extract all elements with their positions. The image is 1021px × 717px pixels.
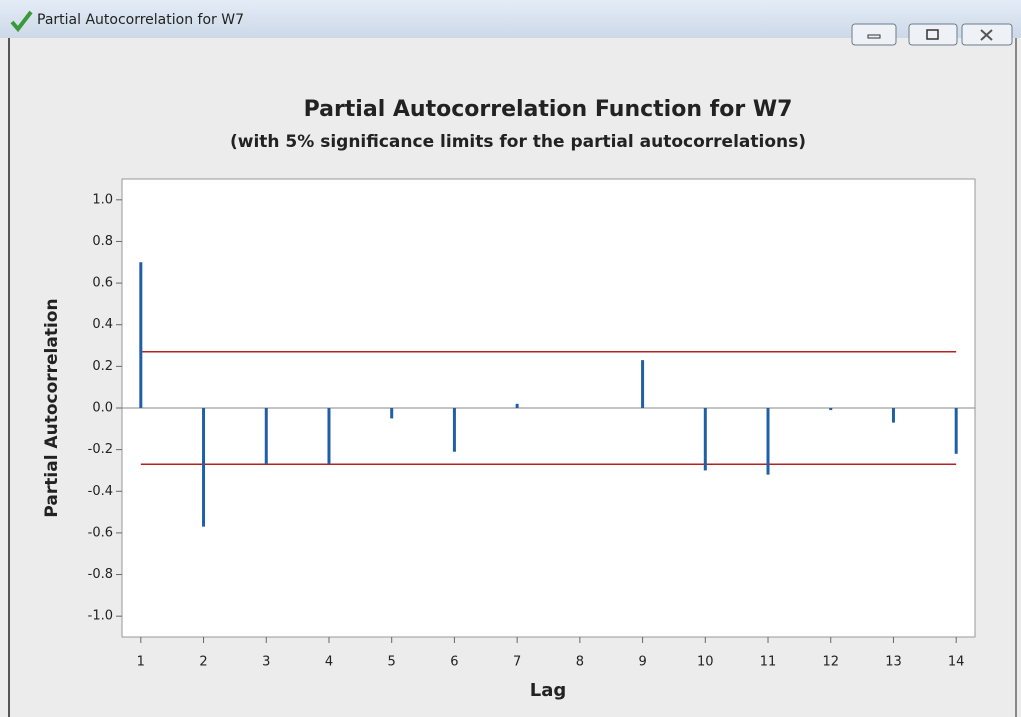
y-tick-label: 0.4 bbox=[92, 317, 113, 332]
y-tick-label: -0.4 bbox=[88, 484, 113, 499]
x-tick-label: 3 bbox=[262, 655, 270, 670]
y-tick-label: 0.8 bbox=[92, 234, 113, 249]
x-tick-label: 2 bbox=[199, 655, 207, 670]
window-buttons[interactable] bbox=[851, 23, 1013, 46]
y-tick-label: -0.6 bbox=[88, 525, 113, 540]
y-tick-label: 0.6 bbox=[92, 276, 113, 291]
chart-subtitle: (with 5% significance limits for the par… bbox=[230, 132, 806, 152]
x-axis-label: Lag bbox=[530, 680, 567, 701]
window-border bbox=[8, 38, 10, 717]
check-icon bbox=[10, 10, 33, 33]
y-tick-label: -0.8 bbox=[88, 567, 113, 582]
y-axis-label: Partial Autocorrelation bbox=[42, 298, 62, 517]
y-tick-label: 0.0 bbox=[92, 401, 113, 416]
x-tick-label: 5 bbox=[388, 655, 396, 670]
restore-icon bbox=[926, 29, 939, 40]
close-icon bbox=[980, 29, 993, 41]
x-tick-label: 6 bbox=[450, 655, 458, 670]
window-border bbox=[1015, 38, 1017, 717]
x-tick-label: 1 bbox=[137, 655, 145, 670]
x-tick-label: 7 bbox=[513, 655, 521, 670]
x-tick-label: 12 bbox=[822, 655, 839, 670]
chart-title: Partial Autocorrelation Function for W7 bbox=[304, 97, 793, 122]
x-tick-label: 9 bbox=[638, 655, 646, 670]
x-tick-label: 10 bbox=[697, 655, 714, 670]
window-title: Partial Autocorrelation for W7 bbox=[37, 12, 244, 28]
x-tick-label: 14 bbox=[948, 655, 965, 670]
x-tick-label: 13 bbox=[885, 655, 902, 670]
x-tick-label: 8 bbox=[576, 655, 584, 670]
y-tick-label: -0.2 bbox=[88, 442, 113, 457]
y-tick-label: 1.0 bbox=[92, 192, 113, 207]
y-tick-label: -1.0 bbox=[88, 609, 113, 624]
title-bar bbox=[0, 0, 1021, 38]
restore-button[interactable] bbox=[908, 23, 958, 46]
minimize-icon bbox=[867, 34, 881, 39]
x-tick-label: 4 bbox=[325, 655, 333, 670]
y-tick-label: 0.2 bbox=[92, 359, 113, 374]
x-tick-label: 11 bbox=[760, 655, 777, 670]
